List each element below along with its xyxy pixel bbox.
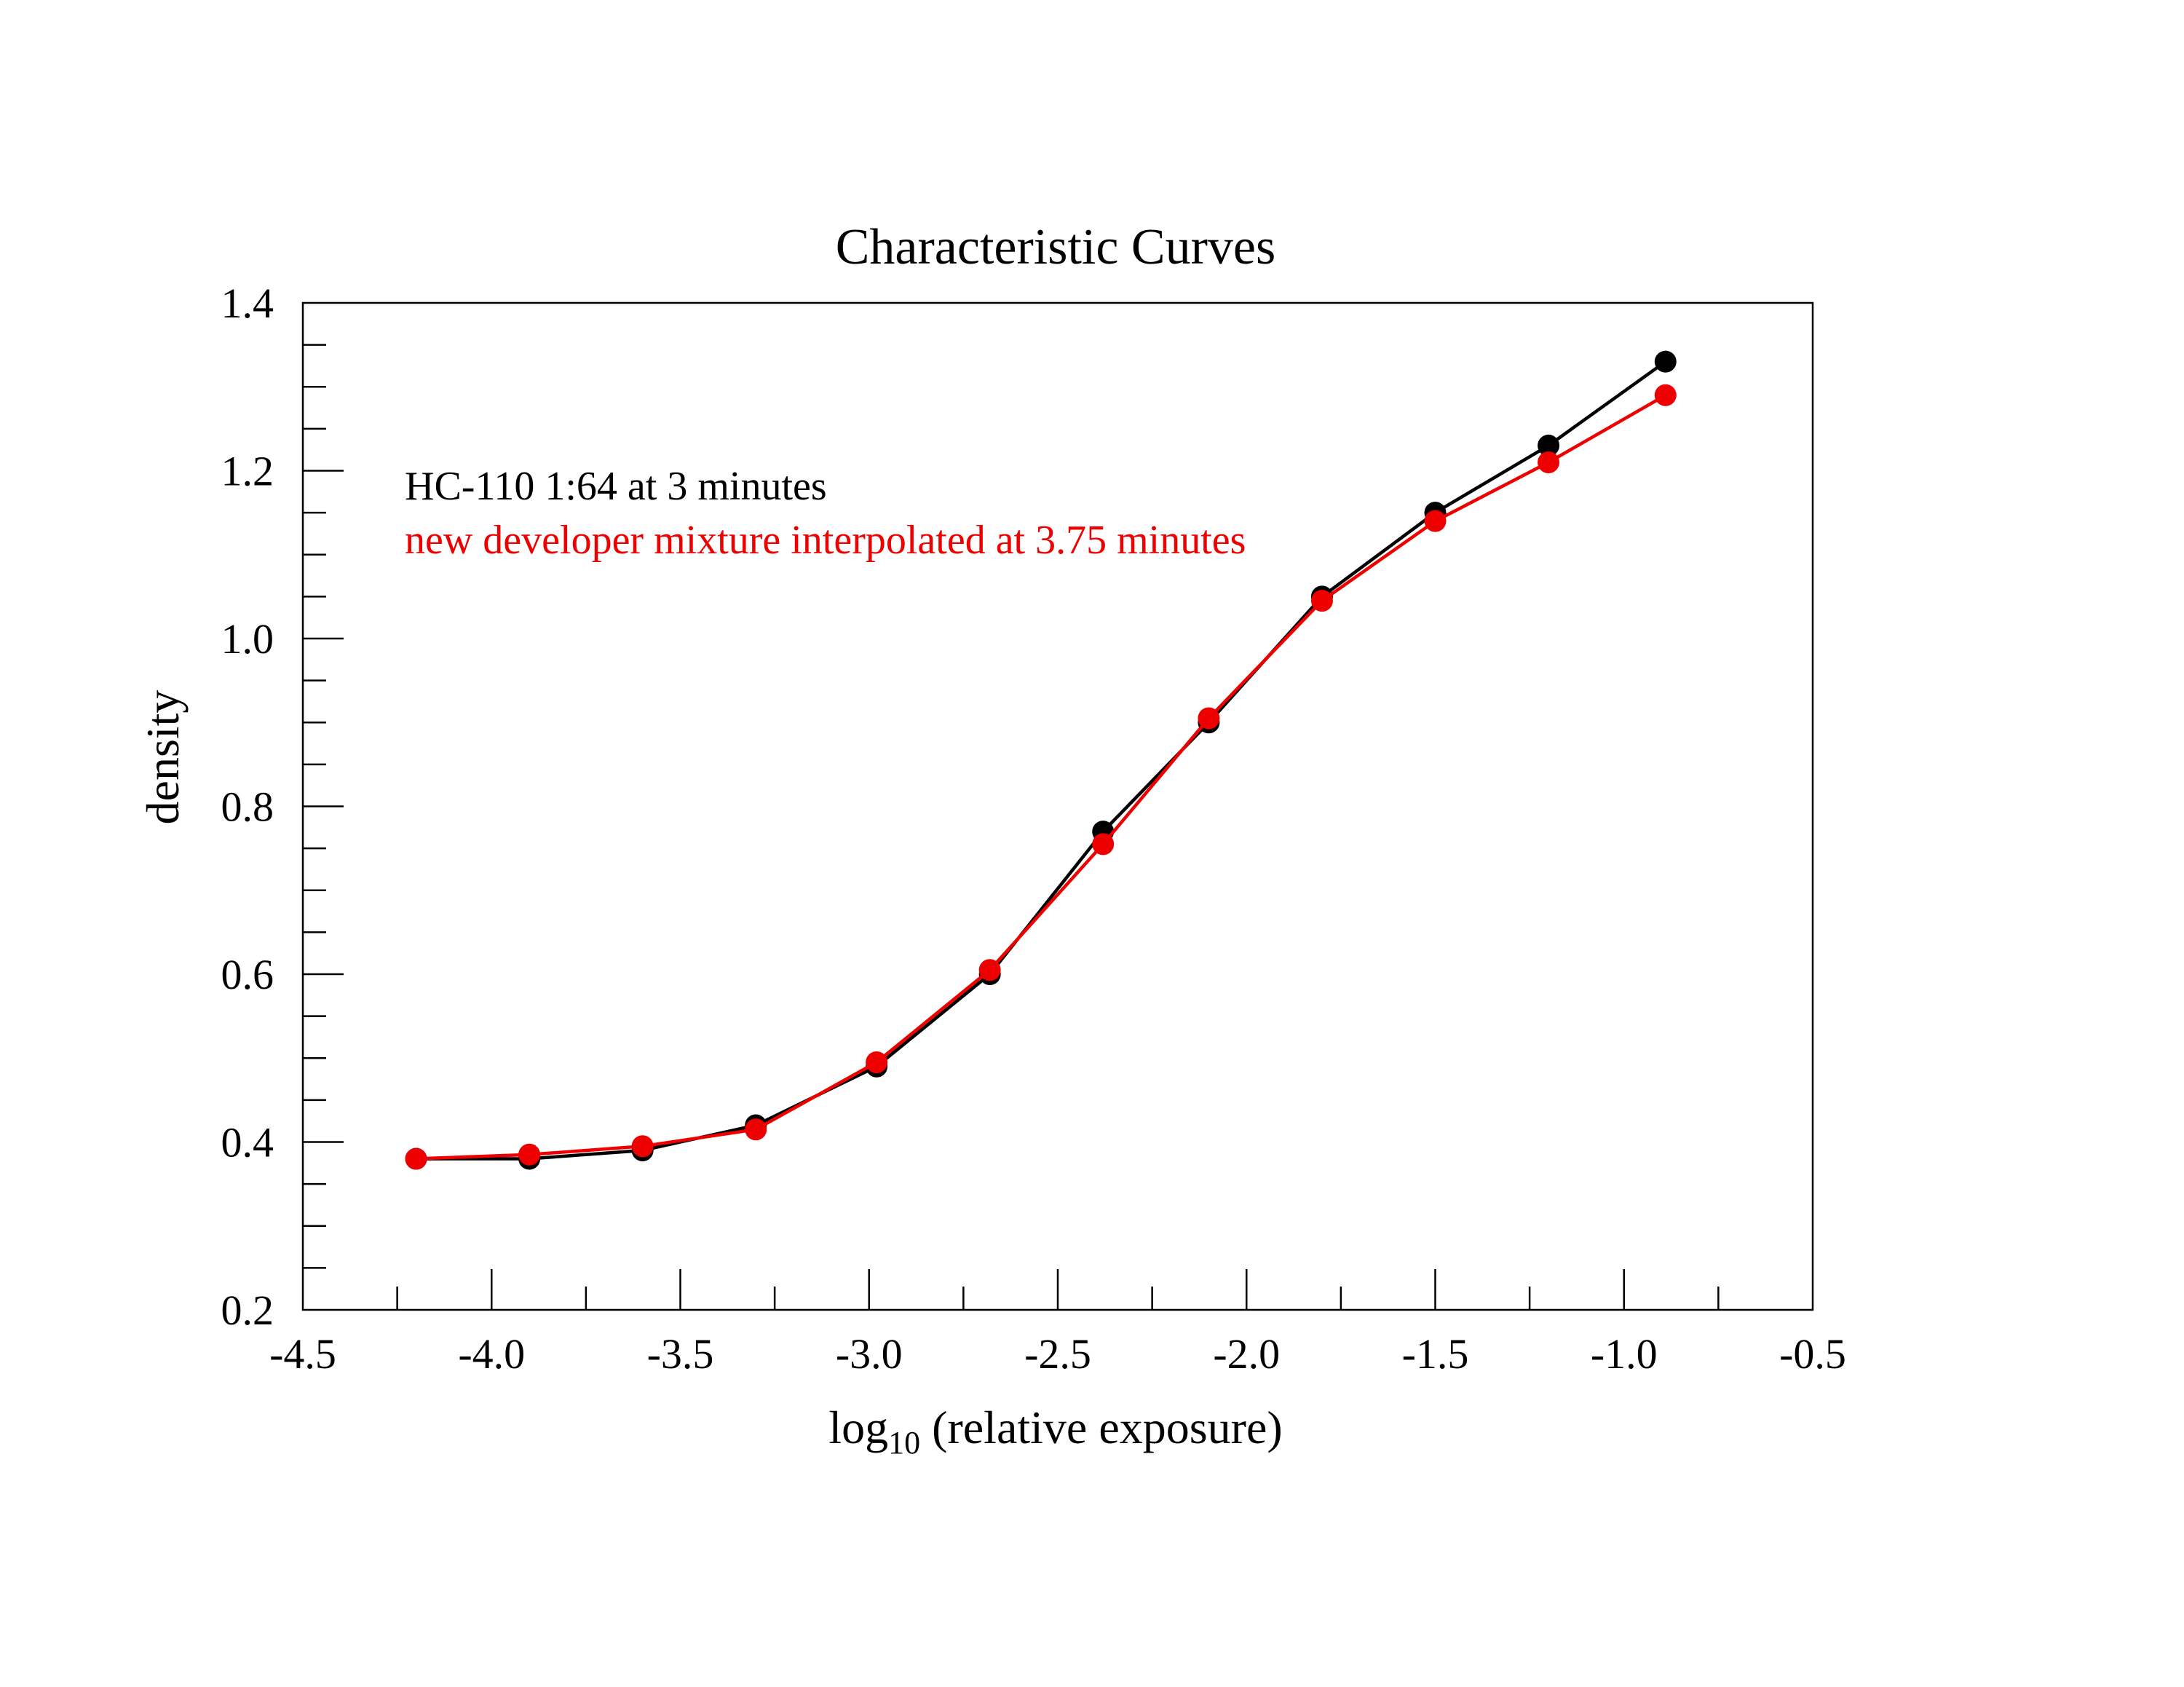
x-axis-label-suffix: (relative exposure) (920, 1402, 1283, 1453)
chart-title: Characteristic Curves (836, 219, 1276, 275)
y-tick-label: 0.6 (221, 951, 274, 998)
x-tick-label: -1.5 (1402, 1330, 1469, 1378)
data-point (518, 1143, 541, 1166)
x-tick-label: -4.5 (269, 1330, 336, 1378)
y-tick-label: 1.2 (221, 448, 274, 495)
data-point (1198, 707, 1220, 730)
y-axis-tick-labels: 0.2 0.4 0.6 0.8 1.0 1.2 1.4 (221, 280, 274, 1334)
data-point (745, 1118, 767, 1141)
annotation-hc110: HC-110 1:64 at 3 minutes (405, 464, 827, 509)
y-tick-label: 0.2 (221, 1287, 274, 1334)
y-axis-label: density (137, 690, 189, 825)
x-axis-label-prefix: log (828, 1402, 888, 1453)
data-point (1092, 833, 1115, 856)
data-point (1424, 510, 1447, 532)
x-axis-ticks (396, 1269, 1720, 1310)
x-axis-label-subscript: 10 (888, 1425, 920, 1461)
y-axis-ticks (303, 344, 344, 1269)
x-tick-label: -2.0 (1213, 1330, 1280, 1378)
x-tick-label: -1.0 (1591, 1330, 1658, 1378)
data-point (978, 959, 1001, 981)
x-tick-label: -4.0 (458, 1330, 525, 1378)
series-line (416, 360, 1667, 1161)
x-tick-label: -3.0 (836, 1330, 903, 1378)
y-tick-label: 1.4 (221, 280, 274, 327)
data-point (866, 1051, 888, 1074)
series-layer (405, 350, 1677, 1170)
data-point (405, 1147, 427, 1170)
x-tick-label: -2.5 (1024, 1330, 1091, 1378)
y-tick-label: 1.0 (221, 615, 274, 663)
data-point (1654, 350, 1677, 373)
x-tick-label: -0.5 (1779, 1330, 1846, 1378)
y-tick-label: 0.4 (221, 1119, 274, 1166)
y-tick-label: 0.8 (221, 783, 274, 831)
series-line (416, 393, 1666, 1161)
data-point (1310, 590, 1333, 612)
x-axis-label: log10 (relative exposure) (828, 1402, 1282, 1461)
x-axis-tick-labels: -4.5 -4.0 -3.5 -3.0 -2.5 -2.0 -1.5 -1.0 -0.5 (269, 1330, 1846, 1378)
annotation-new-developer: new developer mixture interpolated at 3.… (405, 518, 1246, 563)
data-point (631, 1135, 654, 1158)
data-point (1654, 384, 1677, 406)
x-tick-label: -3.5 (647, 1330, 714, 1378)
data-point (1538, 434, 1560, 457)
series-2 (405, 384, 1677, 1170)
data-point (1538, 451, 1560, 473)
